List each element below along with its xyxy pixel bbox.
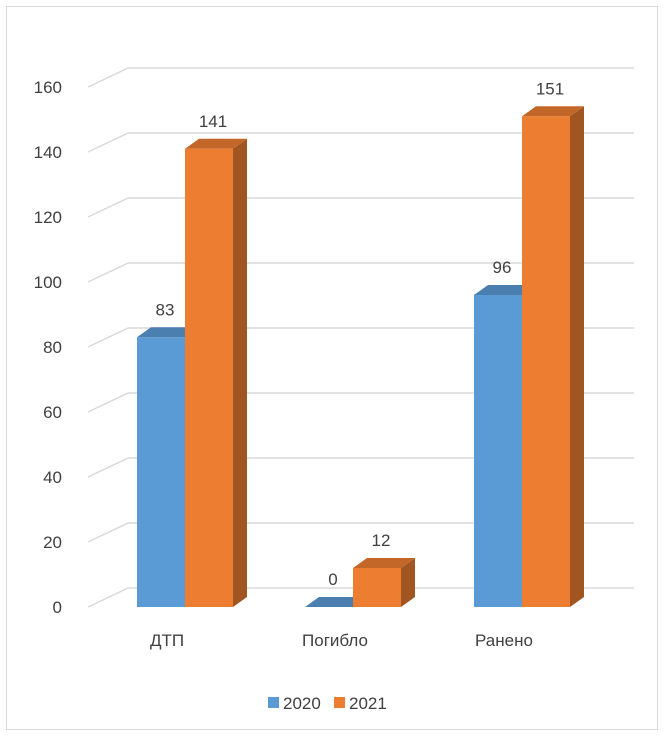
bars — [137, 106, 584, 607]
y-tick-label: 20 — [43, 533, 62, 552]
category-label: ДТП — [150, 631, 184, 650]
legend-item: 2020 — [268, 694, 321, 713]
legend-swatch — [268, 697, 279, 708]
bar-top — [474, 285, 536, 295]
data-label: 96 — [493, 258, 512, 277]
bar — [305, 597, 367, 607]
gridline-diag — [87, 327, 129, 348]
bar-front — [185, 148, 233, 607]
bar-top — [185, 138, 247, 149]
y-tick-label: 80 — [43, 338, 62, 357]
bar-side — [570, 106, 584, 607]
y-tick-label: 140 — [34, 143, 62, 162]
bar — [185, 138, 247, 607]
data-label: 151 — [536, 79, 564, 98]
bar-side — [401, 558, 415, 607]
y-tick-label: 0 — [53, 598, 62, 617]
data-label: 83 — [156, 300, 175, 319]
legend: 2020 2021 — [268, 694, 387, 713]
bar-top — [353, 558, 415, 568]
gridline-diag — [87, 457, 129, 478]
bar-front — [474, 295, 522, 607]
gridline-diag — [87, 262, 129, 283]
bar-front — [353, 568, 401, 607]
bar-top — [137, 327, 199, 338]
x-axis: ДТП Погибло Ранено — [150, 631, 533, 650]
bar-side — [233, 138, 247, 607]
legend-swatch — [334, 697, 345, 708]
gridline-diag — [87, 522, 129, 543]
bar — [522, 106, 584, 607]
data-labels: 83 141 0 12 96 151 — [156, 79, 565, 589]
y-tick-label: 60 — [43, 403, 62, 422]
y-axis: 0 20 40 60 80 100 120 140 160 — [34, 78, 62, 617]
bar-front — [137, 337, 185, 607]
gridline-diag — [87, 67, 129, 88]
category-label: Ранено — [475, 631, 533, 650]
y-tick-label: 40 — [43, 468, 62, 487]
y-tick-label: 100 — [34, 273, 62, 292]
gridline-diag — [87, 587, 129, 608]
y-tick-label: 160 — [34, 78, 62, 97]
bar-top — [305, 597, 367, 607]
category-label: Погибло — [302, 631, 368, 650]
data-label: 141 — [199, 112, 227, 131]
y-tick-label: 120 — [34, 208, 62, 227]
bar-top — [522, 106, 584, 117]
data-label: 12 — [372, 531, 391, 550]
gridline-diag — [87, 197, 129, 218]
legend-label: 2020 — [283, 694, 321, 713]
gridline-diag — [87, 132, 129, 153]
bar — [353, 558, 415, 607]
data-label: 0 — [328, 570, 337, 589]
legend-item: 2021 — [334, 694, 387, 713]
gridline-diag — [87, 392, 129, 413]
legend-label: 2021 — [349, 694, 387, 713]
bar-front — [522, 116, 570, 607]
